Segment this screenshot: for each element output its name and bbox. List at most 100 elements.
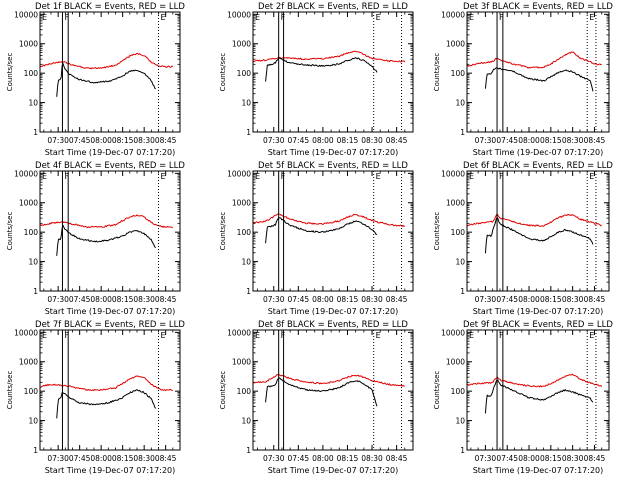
time-marker-label: E (589, 331, 594, 340)
y-tick-label: 10 (28, 258, 38, 267)
time-marker-label: F (64, 13, 69, 22)
x-tick-label: 07:45 (69, 295, 91, 304)
plot-frame (39, 170, 181, 292)
x-tick-label: 08:00 (90, 295, 112, 304)
y-tick-label: 1000 (232, 358, 251, 367)
y-tick-label: 1 (246, 446, 251, 455)
x-tick-label: 07:30 (47, 295, 69, 304)
y-tick-label: 1000 (19, 358, 38, 367)
y-tick-label: 10000 (14, 10, 38, 19)
series-events-line (265, 377, 378, 407)
y-axis-label: Counts/sec (433, 53, 441, 92)
chart-panel-7: Det 7f BLACK = Events, RED = LLD Counts/s… (6, 320, 185, 475)
series-events-line (265, 57, 378, 82)
time-marker-label: E (42, 172, 47, 181)
y-axis-label: Counts/sec (219, 371, 227, 410)
y-tick-label: 1 (33, 128, 38, 137)
x-tick-label: 07:30 (475, 136, 497, 145)
y-axis-label: Counts/sec (6, 371, 14, 410)
y-tick-label: 100 (451, 228, 466, 237)
x-tick-label: 08:15 (337, 454, 359, 463)
x-axis-label: Start Time (19-Dec-07 07:17:20) (268, 466, 399, 475)
time-marker-label: E (255, 172, 260, 181)
y-tick-label: 1 (460, 287, 465, 296)
chart-panel-1: Det 1f BLACK = Events, RED = LLD Counts/s… (6, 2, 185, 157)
time-marker-label: E (589, 172, 594, 181)
y-tick-label: 100 (237, 69, 252, 78)
y-tick-label: 10 (241, 417, 251, 426)
chart-panel-8: Det 8f BLACK = Events, RED = LLD Counts/s… (219, 320, 414, 475)
time-marker-label: E (469, 172, 474, 181)
y-axis-label: Counts/sec (433, 212, 441, 251)
y-tick-label: 1000 (232, 199, 251, 208)
x-tick-label: 08:15 (112, 136, 134, 145)
x-tick-label: 07:45 (496, 136, 518, 145)
time-marker-label: E (160, 172, 165, 181)
x-tick-label: 07:45 (288, 136, 310, 145)
y-tick-label: 10 (241, 258, 251, 267)
x-tick-label: 08:00 (90, 454, 112, 463)
y-tick-label: 1000 (446, 358, 465, 367)
y-tick-label: 10000 (14, 169, 38, 178)
x-tick-label: 07:30 (47, 136, 69, 145)
y-tick-label: 10000 (441, 10, 465, 19)
y-tick-label: 100 (451, 387, 466, 396)
x-tick-label: 08:15 (540, 295, 562, 304)
y-axis-label: Counts/sec (219, 53, 227, 92)
chart-panel-9: Det 9f BLACK = Events, RED = LLD Counts/s… (433, 320, 613, 475)
plot-frame (39, 329, 181, 451)
x-tick-label: 07:45 (69, 454, 91, 463)
plot-frame (252, 170, 414, 292)
x-tick-label: 08:45 (155, 454, 177, 463)
time-marker-label: E (42, 331, 47, 340)
chart-panel-6: Det 6f BLACK = Events, RED = LLD Counts/s… (433, 161, 613, 316)
x-tick-label: 08:45 (584, 295, 606, 304)
time-marker-label: E (42, 13, 47, 22)
x-tick-label: 08:30 (562, 136, 584, 145)
y-tick-label: 10 (455, 258, 465, 267)
x-tick-label: 07:30 (475, 295, 497, 304)
time-marker-label: F (499, 13, 504, 22)
series-lld-line (466, 213, 602, 227)
x-tick-label: 08:45 (155, 295, 177, 304)
chart-panel-2: Det 2f BLACK = Events, RED = LLD Counts/s… (219, 2, 414, 157)
x-axis-label: Start Time (19-Dec-07 07:17:20) (473, 466, 604, 475)
y-tick-label: 10000 (227, 328, 251, 337)
time-marker-label: E (255, 13, 260, 22)
time-marker-label: E (376, 13, 381, 22)
y-tick-label: 100 (237, 228, 252, 237)
x-tick-label: 08:00 (312, 136, 334, 145)
x-tick-label: 08:45 (155, 136, 177, 145)
y-tick-label: 1 (460, 446, 465, 455)
y-tick-label: 1000 (232, 40, 251, 49)
x-tick-label: 08:15 (540, 454, 562, 463)
y-tick-label: 1000 (446, 40, 465, 49)
chart-panel-3: Det 3f BLACK = Events, RED = LLD Counts/s… (433, 2, 613, 157)
x-tick-label: 07:45 (496, 295, 518, 304)
time-marker-label: E (160, 331, 165, 340)
x-tick-label: 08:45 (584, 136, 606, 145)
plot-frame (252, 329, 414, 451)
x-tick-label: 08:30 (133, 295, 155, 304)
y-tick-label: 10000 (227, 10, 251, 19)
y-tick-label: 100 (24, 228, 39, 237)
chart-title: Det 1f BLACK = Events, RED = LLD (35, 2, 185, 12)
time-marker-label: F (64, 172, 69, 181)
plot-frame (252, 11, 414, 133)
x-axis-label: Start Time (19-Dec-07 07:17:20) (473, 148, 604, 157)
plot-frame (466, 329, 610, 451)
x-tick-label: 07:45 (288, 295, 310, 304)
y-tick-label: 10000 (14, 328, 38, 337)
y-tick-label: 10 (28, 99, 38, 108)
x-tick-label: 07:45 (496, 454, 518, 463)
time-marker-label: E (376, 172, 381, 181)
y-axis-label: Counts/sec (6, 53, 14, 92)
y-tick-label: 1 (246, 287, 251, 296)
x-tick-label: 07:30 (475, 454, 497, 463)
y-tick-label: 100 (24, 69, 39, 78)
plot-frame (466, 11, 610, 133)
x-tick-label: 07:45 (69, 136, 91, 145)
time-marker-label: E (160, 13, 165, 22)
y-tick-label: 10000 (441, 169, 465, 178)
plot-frame (466, 170, 610, 292)
